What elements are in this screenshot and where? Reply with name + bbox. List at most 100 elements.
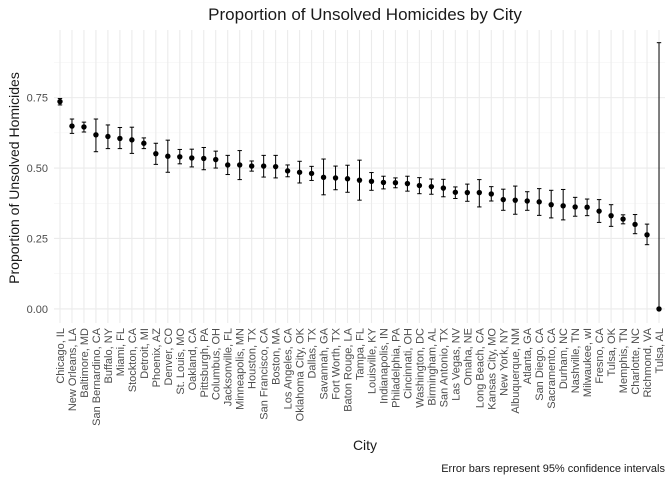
data-point xyxy=(356,177,363,183)
x-tick-label: Durham, NC xyxy=(558,328,570,389)
data-point xyxy=(213,156,219,163)
y-tick-label: 0.00 xyxy=(27,304,48,316)
x-tick-label: New York, NY xyxy=(498,327,510,396)
data-point xyxy=(189,155,195,161)
data-point xyxy=(632,221,638,228)
x-tick-label: Fort Worth, TX xyxy=(331,327,343,399)
x-tick-label: Milwaukee, wI xyxy=(582,328,594,397)
x-tick-label: Jacksonville, FL xyxy=(223,328,235,406)
x-tick-label: Savannah, GA xyxy=(319,327,331,399)
data-point xyxy=(596,208,602,214)
data-point xyxy=(272,163,279,170)
x-tick-label: Phoenix, AZ xyxy=(151,328,163,388)
data-point xyxy=(141,140,147,146)
y-tick-label: 0.25 xyxy=(27,233,48,245)
y-tick-label: 0.50 xyxy=(27,163,48,175)
x-tick-label: Tampa, FL xyxy=(355,328,367,380)
data-point xyxy=(117,135,123,142)
x-axis: Chicago, IL New Orleans, LA Baltimore, MD S… xyxy=(55,327,666,426)
x-tick-label: New Orleans, LA xyxy=(67,327,79,411)
data-point xyxy=(464,189,471,196)
x-tick-label: Oklahoma City, OK xyxy=(295,327,307,421)
data-point xyxy=(248,163,255,169)
x-tick-label: Detroit, MI xyxy=(139,328,151,379)
x-axis-title: City xyxy=(353,437,377,453)
data-point xyxy=(225,162,231,168)
data-point xyxy=(165,153,171,159)
data-point xyxy=(608,212,614,219)
x-tick-label: Albuquerque, NM xyxy=(510,328,522,414)
data-point xyxy=(296,169,303,175)
data-point xyxy=(201,155,207,162)
x-tick-label: Richmond, VA xyxy=(642,327,654,397)
data-point xyxy=(536,199,542,205)
data-point xyxy=(236,162,243,168)
data-point xyxy=(93,132,99,138)
data-point xyxy=(500,196,506,203)
x-tick-label: Dallas, TX xyxy=(307,327,319,378)
data-point xyxy=(392,179,399,186)
gridlines xyxy=(54,30,665,323)
data-point xyxy=(512,197,518,203)
data-point xyxy=(524,198,530,204)
data-point xyxy=(572,204,578,210)
data-point xyxy=(81,124,87,130)
x-tick-label: Columbus, OH xyxy=(211,328,223,400)
x-tick-label: Las Vegas, NV xyxy=(450,327,462,400)
x-tick-label: San Francisco, CA xyxy=(259,327,271,419)
data-point xyxy=(584,204,590,210)
x-tick-label: Denver, CO xyxy=(163,328,175,386)
x-tick-label: Tulsa, OK xyxy=(606,327,618,376)
x-tick-label: Oakland, CA xyxy=(187,327,199,390)
data-point xyxy=(177,154,183,160)
data-marks xyxy=(57,42,662,312)
data-point xyxy=(548,201,554,208)
data-point xyxy=(488,191,494,197)
x-tick-label: Pittsburgh, PA xyxy=(199,327,211,397)
data-point xyxy=(440,185,447,191)
x-tick-label: Baltimore, MD xyxy=(79,328,91,398)
data-point xyxy=(129,137,135,143)
x-tick-label: Fresno, CA xyxy=(594,327,606,383)
x-tick-label: San Diego, CA xyxy=(534,327,546,400)
x-tick-label: Omaha, NE xyxy=(462,328,474,385)
data-point xyxy=(416,182,423,189)
x-tick-label: Tulsa, AL xyxy=(654,328,666,373)
x-tick-label: Kansas City, MO xyxy=(486,328,498,410)
x-tick-label: Long Beach, CA xyxy=(474,327,486,408)
x-tick-label: Miami, FL xyxy=(115,328,127,376)
y-tick-label: 0.75 xyxy=(27,93,48,105)
chart-title: Proportion of Unsolved Homicides by City xyxy=(208,5,522,24)
y-axis-title: Proportion of Unsolved Homicides xyxy=(6,72,22,284)
data-point xyxy=(644,232,650,238)
data-point xyxy=(560,203,566,209)
x-tick-label: San Bernardino, CA xyxy=(91,327,103,425)
error-bar xyxy=(656,42,662,310)
data-point xyxy=(476,189,483,196)
data-point xyxy=(332,175,339,181)
x-tick-label: Cincinnati, OH xyxy=(402,328,414,399)
data-point xyxy=(620,216,626,222)
data-point xyxy=(57,98,63,105)
data-point xyxy=(260,163,267,169)
x-tick-label: Buffalo, NY xyxy=(103,327,115,383)
data-point xyxy=(368,178,375,184)
x-tick-label: San Antonio, TX xyxy=(438,327,450,407)
x-tick-label: Louisville, KY xyxy=(366,327,378,394)
caption: Error bars represent 95% confidence inte… xyxy=(441,463,665,475)
data-point xyxy=(320,174,327,181)
x-tick-label: Nashville, TN xyxy=(570,328,582,393)
data-point xyxy=(404,180,411,187)
data-point xyxy=(344,176,351,182)
x-tick-label: Atlanta, GA xyxy=(522,327,534,384)
x-tick-label: Los Angeles, CA xyxy=(283,327,295,409)
x-tick-label: Philadelphia, PA xyxy=(390,327,402,408)
data-point xyxy=(308,170,315,177)
x-tick-label: Chicago, IL xyxy=(55,328,67,384)
data-point xyxy=(153,150,159,157)
data-point xyxy=(452,189,459,195)
x-tick-label: St. Louis, MO xyxy=(175,328,187,395)
data-point xyxy=(380,179,387,186)
x-tick-label: Boston, MA xyxy=(271,327,283,385)
